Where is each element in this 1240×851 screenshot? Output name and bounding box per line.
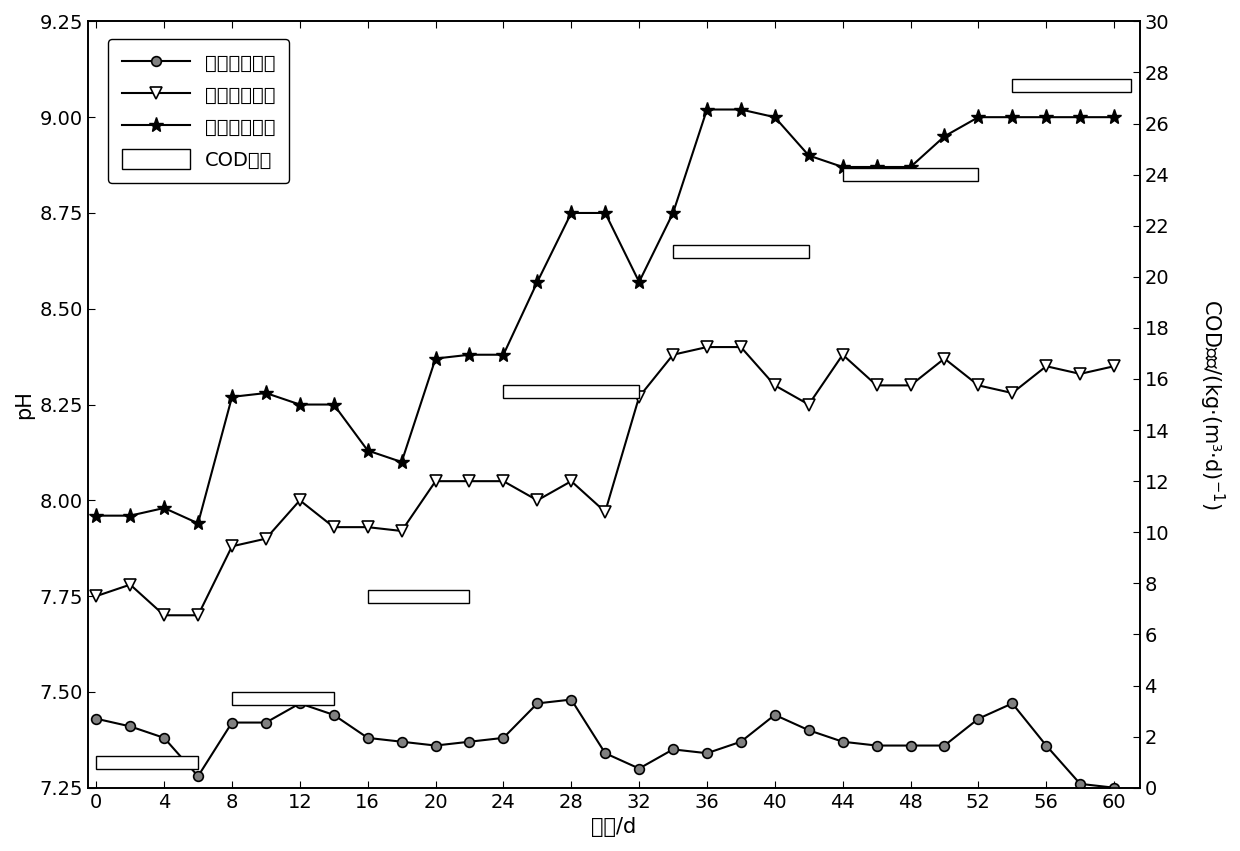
Bar [673, 245, 808, 258]
Bar [97, 756, 198, 768]
Bar [368, 590, 470, 603]
Bar [1012, 79, 1131, 92]
X-axis label: 时间/d: 时间/d [591, 817, 636, 837]
Y-axis label: COD负荷/(kg·(m³·d)$^{-1}$): COD负荷/(kg·(m³·d)$^{-1}$) [1197, 300, 1226, 510]
Bar [843, 168, 978, 181]
Bar [232, 692, 334, 705]
Y-axis label: pH: pH [14, 390, 33, 419]
Legend: 一级厉氧进水, 一级厉氧出水, 二级厉氧出水, COD负荷: 一级厉氧进水, 一级厉氧出水, 二级厉氧出水, COD负荷 [108, 39, 289, 183]
Bar [503, 386, 639, 398]
